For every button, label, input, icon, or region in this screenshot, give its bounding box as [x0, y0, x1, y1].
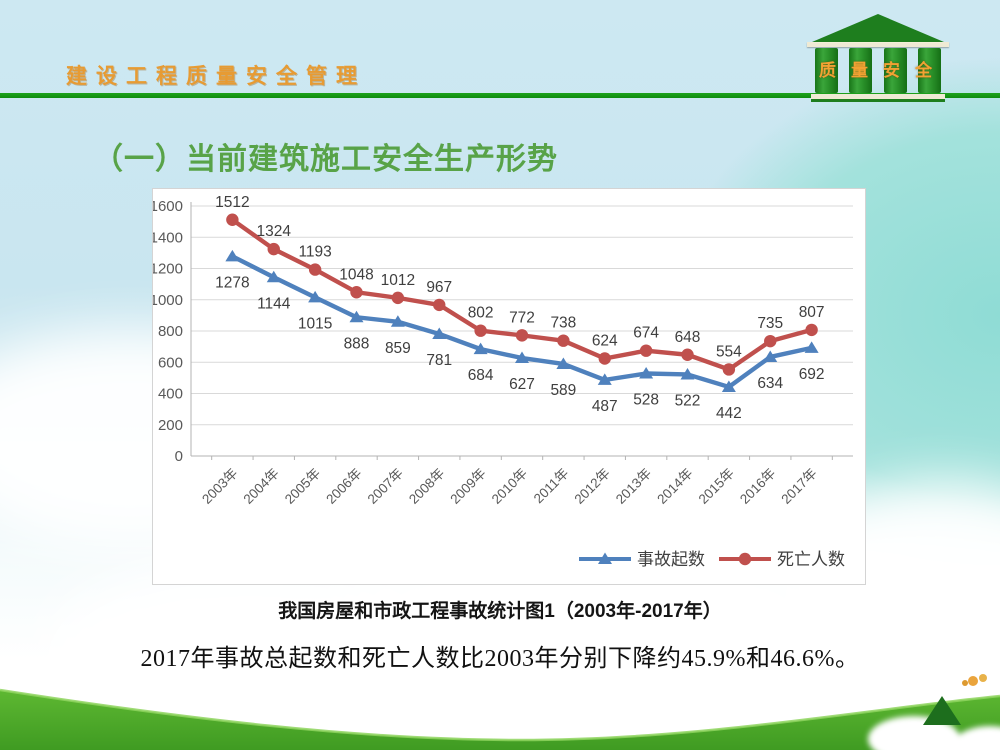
svg-text:2016年: 2016年 — [737, 466, 778, 507]
page-title: （一）当前建筑施工安全生产形势 — [93, 143, 558, 176]
logo-columns — [815, 48, 941, 93]
svg-text:967: 967 — [426, 279, 452, 296]
svg-text:634: 634 — [757, 375, 783, 392]
x-axis-labels: 2003年 2004年 2005年 2006年 2007年 2008年 2009年 2010年… — [199, 466, 820, 507]
svg-text:0: 0 — [175, 448, 183, 465]
chart-panel: 0 200 400 600 800 1000 1200 1400 1600 2003年 2004年 2… — [150, 188, 866, 585]
quality-safety-logo: 质量安全 — [802, 14, 954, 106]
svg-text:738: 738 — [550, 315, 576, 332]
svg-text:2005年: 2005年 — [282, 466, 323, 507]
bush-shape — [905, 735, 975, 750]
svg-text:1000: 1000 — [153, 292, 183, 309]
svg-text:692: 692 — [799, 366, 825, 383]
logo-column-icon — [849, 48, 873, 93]
svg-text:死亡人数: 死亡人数 — [777, 550, 845, 569]
svg-text:1324: 1324 — [257, 223, 292, 240]
svg-text:2015年: 2015年 — [696, 466, 737, 507]
logo-text: 质量安全 — [819, 61, 947, 80]
svg-text:859: 859 — [385, 340, 411, 357]
svg-text:554: 554 — [716, 343, 742, 360]
legend-item-accidents: 事故起数 — [579, 550, 705, 569]
logo-column-icon — [917, 48, 941, 93]
logo-roof-icon — [812, 14, 944, 42]
svg-text:735: 735 — [757, 315, 783, 332]
svg-text:522: 522 — [675, 392, 701, 409]
svg-text:600: 600 — [158, 354, 183, 371]
svg-text:442: 442 — [716, 405, 742, 422]
axes — [190, 202, 833, 460]
svg-text:2008年: 2008年 — [406, 466, 447, 507]
series-accidents-labels: 1278 1144 1015 888 859 781 684 627 589 487 528 522 4… — [215, 274, 824, 422]
series-accidents-line — [225, 249, 819, 392]
y-axis-labels: 0 200 400 600 800 1000 1200 1400 1600 — [150, 198, 183, 465]
svg-text:2007年: 2007年 — [365, 466, 406, 507]
logo-base — [811, 94, 945, 99]
svg-text:624: 624 — [592, 333, 618, 350]
svg-text:1400: 1400 — [153, 229, 183, 246]
svg-text:2011年: 2011年 — [531, 466, 572, 507]
svg-text:800: 800 — [158, 323, 183, 340]
svg-text:1200: 1200 — [153, 261, 183, 278]
svg-text:2003年: 2003年 — [199, 466, 240, 507]
svg-text:781: 781 — [426, 352, 452, 369]
logo-column-icon — [883, 48, 907, 93]
header-divider-line — [0, 93, 1000, 98]
logo-column-icon — [815, 48, 838, 93]
svg-text:888: 888 — [344, 335, 370, 352]
svg-text:674: 674 — [633, 325, 659, 342]
grass-hill — [0, 688, 1000, 750]
svg-text:589: 589 — [550, 382, 576, 399]
svg-text:2006年: 2006年 — [323, 466, 364, 507]
legend-item-deaths: 死亡人数 — [719, 550, 845, 569]
svg-text:627: 627 — [509, 376, 535, 393]
svg-text:2009年: 2009年 — [447, 466, 488, 507]
header-title: 建设工程质量安全管理 — [66, 65, 366, 88]
logo-entablature — [807, 42, 949, 47]
svg-text:1512: 1512 — [215, 194, 249, 211]
next-slide-triangle-icon[interactable] — [923, 696, 961, 725]
svg-text:772: 772 — [509, 309, 535, 326]
svg-text:1015: 1015 — [298, 315, 332, 332]
chart-legend: 事故起数 死亡人数 — [579, 550, 845, 569]
series-deaths-labels: 1512 1324 1193 1048 1012 967 802 772 738 624 674 64… — [215, 194, 824, 361]
svg-text:487: 487 — [592, 398, 618, 415]
svg-text:2013年: 2013年 — [613, 466, 654, 507]
svg-text:200: 200 — [158, 417, 183, 434]
svg-text:648: 648 — [675, 329, 701, 346]
svg-text:684: 684 — [468, 367, 494, 384]
svg-text:1193: 1193 — [298, 244, 331, 261]
svg-text:802: 802 — [468, 305, 494, 322]
svg-text:1600: 1600 — [153, 198, 183, 215]
svg-text:2014年: 2014年 — [654, 466, 695, 507]
svg-text:1048: 1048 — [339, 266, 373, 283]
flower-decoration — [968, 676, 978, 686]
figure-caption: 我国房屋和市政工程事故统计图1（2003年-2017年） — [278, 601, 722, 622]
svg-text:2017年: 2017年 — [778, 466, 819, 507]
svg-text:400: 400 — [158, 386, 183, 403]
svg-text:1278: 1278 — [215, 274, 249, 291]
svg-text:807: 807 — [799, 304, 825, 321]
series-deaths-line — [226, 213, 818, 376]
svg-text:528: 528 — [633, 392, 659, 409]
svg-text:2010年: 2010年 — [489, 466, 530, 507]
svg-text:1144: 1144 — [257, 295, 291, 312]
svg-text:事故起数: 事故起数 — [637, 550, 705, 569]
svg-text:1012: 1012 — [381, 272, 415, 289]
summary-text: 2017年事故总起数和死亡人数比2003年分别下降约45.9%和46.6%。 — [140, 646, 860, 672]
svg-text:2004年: 2004年 — [240, 466, 281, 507]
svg-text:2012年: 2012年 — [571, 466, 612, 507]
